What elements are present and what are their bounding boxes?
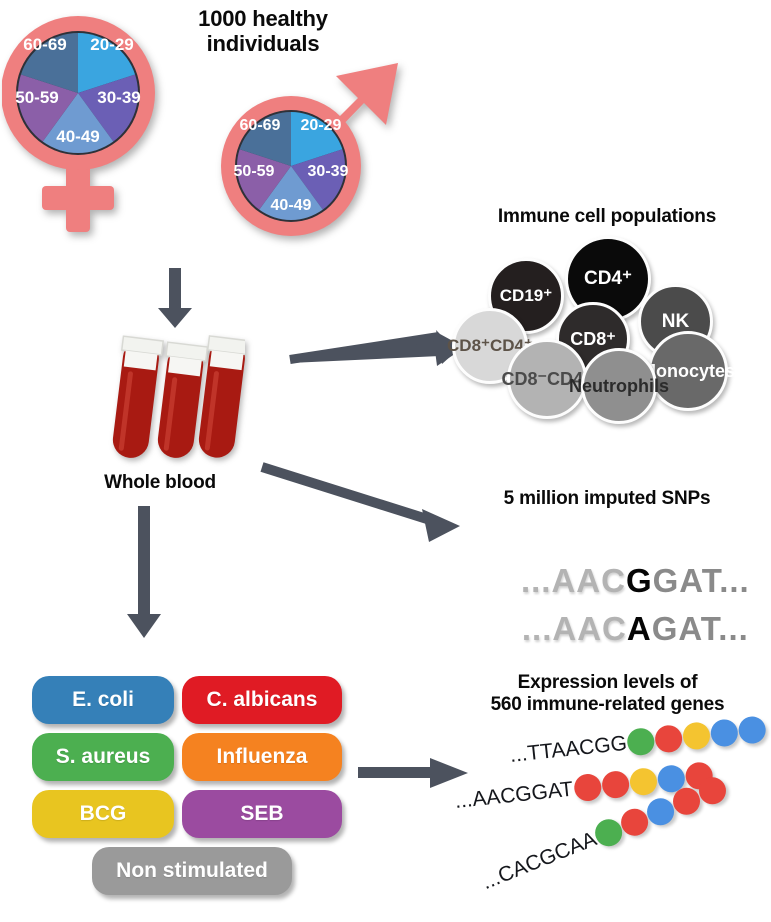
snp-seq-2-prefix: ...AAC: [521, 610, 627, 647]
dna-bead: [600, 769, 631, 800]
expression-title-line2: 560 immune-related genes: [490, 693, 725, 715]
pie-slice-label-50-59: 50-59: [234, 163, 275, 180]
dna-strand-sequence: ...CACGCAA: [478, 826, 600, 894]
snp-seq-1-suffix: GAT...: [652, 562, 750, 599]
immune-cell-label: NK: [661, 310, 690, 332]
stimulus-label: Non stimulated: [116, 859, 268, 882]
arrow-cohort-to-blood-icon: [158, 268, 192, 328]
pie-slice-label-30-39: 30-39: [97, 88, 140, 107]
pie-slice-label-40-49: 40-49: [271, 197, 312, 214]
dna-bead: [682, 721, 712, 751]
stimulus-label: Influenza: [216, 745, 308, 768]
stimulus-label: E. coli: [72, 688, 134, 711]
dna-strand-sequence: ...AACGGAT: [453, 777, 575, 813]
stimulus-pill[interactable]: C. albicans: [182, 676, 342, 724]
stimulus-pill[interactable]: Non stimulated: [92, 847, 292, 895]
pie-slice-label-20-29: 20-29: [90, 35, 133, 54]
stimulus-pill[interactable]: Influenza: [182, 733, 342, 781]
page-title-cohort: 1000 healthy individuals: [198, 6, 328, 57]
stimulus-pill[interactable]: BCG: [32, 790, 174, 838]
dna-bead: [626, 726, 657, 757]
immune-cell-population-cluster: CD19⁺ CD4⁺ NK CD8⁺ CD4⁺ CD8⁺ Mono cytes CD8⁻ CD4⁻…: [447, 236, 764, 424]
label-whole-blood: Whole blood: [104, 472, 216, 493]
stimulus-label: S. aureus: [55, 745, 151, 768]
snp-seq-2-allele: A: [626, 610, 652, 647]
immune-cell-label: phils: [627, 375, 670, 396]
dna-bead: [628, 766, 658, 797]
expression-title-line1: Expression levels of: [517, 672, 698, 693]
pie-slice-label-20-29: 20-29: [301, 117, 342, 134]
snp-seq-1-allele: G: [625, 562, 653, 599]
immune-cell-label: CD4⁺: [583, 268, 633, 290]
section-title-snps: 5 million imputed SNPs: [503, 488, 711, 509]
stimuli-grid: E. coli C. albicans S. aureus Influenza BCG S…: [32, 676, 342, 896]
dna-bead: [737, 715, 768, 745]
dna-strand: ...TTAACGG: [509, 715, 768, 769]
dna-bead: [654, 723, 684, 754]
immune-cell-bubble: CD8⁻ CD4⁻: [501, 339, 593, 419]
immune-cell-label: CD8⁻: [501, 368, 547, 389]
stimulus-label: SEB: [240, 802, 284, 825]
pie-slice-label-60-69: 60-69: [240, 117, 281, 134]
snp-seq-1-prefix: ...AAC: [520, 562, 626, 599]
immune-cell-label: cytes: [688, 360, 736, 381]
female-gender-symbol: 20-29 30-39 40-49 50-59 60-69: [2, 16, 155, 232]
arrow-stimuli-to-expression-icon: [358, 758, 468, 788]
expression-dna-strands: ...TTAACGG ...AACGGAT ...CACGCAA: [453, 715, 771, 915]
dna-bead: [572, 772, 603, 803]
immune-cell-label: CD19⁺: [499, 286, 553, 306]
dna-bead: [709, 718, 740, 748]
arrow-blood-to-stimuli-icon: [127, 506, 161, 638]
snp-seq-2-suffix: GAT...: [651, 610, 749, 647]
arrow-blood-to-immune-cells-icon: [289, 330, 465, 366]
stimulus-label: C. albicans: [206, 688, 318, 711]
pie-slice-label-50-59: 50-59: [15, 88, 58, 107]
pie-slice-label-60-69: 60-69: [23, 35, 66, 54]
section-title-immune-cells: Immune cell populations: [497, 206, 717, 227]
immune-cell-label: Neutro: [569, 375, 627, 396]
arrow-blood-to-snp-icon: [260, 462, 460, 542]
blood-tubes-icon: [112, 335, 245, 458]
immune-cell-bubble: Neutro phils: [569, 348, 669, 424]
male-gender-symbol: 20-29 30-39 40-49 50-59 60-69: [221, 63, 398, 236]
dna-strand-sequence: ...TTAACGG: [508, 731, 628, 767]
age-pie-male: [236, 112, 346, 220]
stimulus-pill[interactable]: S. aureus: [32, 733, 174, 781]
section-title-expression: Expression levels of 560 immune-related …: [455, 672, 760, 716]
immune-cell-label: CD8⁺: [570, 328, 616, 349]
immune-cell-label: CD8⁺: [447, 336, 490, 356]
immune-cell-bubble: Mono cytes: [641, 331, 735, 411]
age-pie-female: [18, 33, 138, 154]
pie-slice-label-30-39: 30-39: [308, 163, 349, 180]
stimulus-pill[interactable]: SEB: [182, 790, 342, 838]
stimulus-pill[interactable]: E. coli: [32, 676, 174, 724]
snp-sequence-block: ...AACGGAT... ...AACAGAT...: [470, 524, 760, 647]
immune-cell-bubble: CD19⁺: [488, 258, 564, 334]
stimulus-label: BCG: [79, 802, 127, 825]
pie-slice-label-40-49: 40-49: [56, 127, 99, 146]
